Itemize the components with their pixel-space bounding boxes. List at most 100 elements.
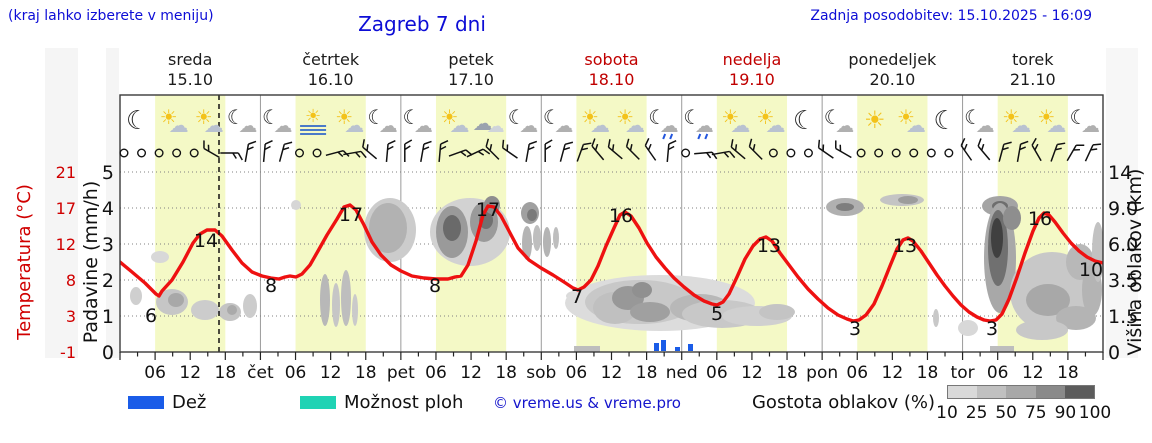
- svg-text:☁: ☁: [273, 115, 292, 137]
- cloud-height-tick: 3.5: [1108, 270, 1138, 292]
- svg-text:☀: ☀: [1002, 105, 1020, 129]
- x-axis-label: 06: [425, 363, 447, 383]
- svg-text:☁: ☁: [204, 113, 224, 137]
- density-scale-segment: [1064, 386, 1095, 398]
- weather-icon-sun-cloud: ☀☁: [1037, 105, 1066, 137]
- cloud-density-layer: [130, 194, 1103, 352]
- x-axis-label: pon: [806, 363, 838, 383]
- temperature-tick: 21: [56, 163, 76, 182]
- cloud-blob: [227, 305, 237, 315]
- margin-strip: [106, 48, 119, 358]
- weather-icon-fog-sun: ☀: [300, 106, 327, 135]
- svg-text:☾: ☾: [508, 105, 526, 129]
- cloud-blob: [630, 302, 670, 322]
- cloud-blob: [553, 227, 559, 249]
- wind-barb-icon: [730, 139, 746, 160]
- cloud-height-tick: 1.5: [1108, 306, 1138, 328]
- svg-text:☀: ☀: [441, 105, 459, 129]
- precip-axis-ticks: 5 4 3 2 1 0: [102, 162, 114, 364]
- wind-barb-icon: [625, 138, 640, 160]
- x-axis-label: 18: [1057, 363, 1079, 383]
- temperature-tick: -1: [60, 343, 76, 362]
- wind-barb-icon: [835, 140, 852, 159]
- temperature-label: 8: [265, 275, 277, 297]
- weather-icon-sun-cloud: ☀☁: [335, 105, 364, 137]
- wind-calm-icon: [189, 148, 199, 158]
- day-header-sreda: sreda 15.10: [120, 50, 260, 90]
- wind-barb-icon: [362, 139, 378, 160]
- day-name: četrtek: [302, 50, 360, 69]
- weather-icon-moon-cloud: ☾☁: [824, 105, 854, 137]
- credit-link[interactable]: © vreme.us & vreme.pro: [493, 394, 681, 412]
- x-axis-label: 06: [846, 363, 868, 383]
- cloud-blob: [836, 203, 854, 211]
- x-axis-label: 18: [776, 363, 798, 383]
- svg-text:☁: ☁: [473, 111, 493, 135]
- day-date: 19.10: [729, 70, 775, 89]
- temperature-tick: 17: [56, 199, 76, 218]
- cloud-blob: [1026, 284, 1070, 316]
- x-axis-label: 12: [1022, 363, 1044, 383]
- wind-barb-icon: [998, 141, 1012, 162]
- svg-text:☀: ☀: [897, 105, 915, 129]
- x-axis-label: 12: [320, 363, 342, 383]
- cloud-blob: [332, 283, 340, 327]
- cloud-blob: [522, 226, 532, 260]
- wind-barb-icon: [559, 141, 574, 162]
- weather-icon-moon-cloud: ☾☁: [508, 105, 538, 137]
- precip-tick: 4: [102, 198, 114, 220]
- wind-barb-icon: [607, 139, 623, 160]
- svg-text:☾: ☾: [1069, 105, 1087, 129]
- temperature-label: 3: [986, 318, 998, 340]
- cloud-blob: [243, 294, 257, 318]
- location-hint: (kraj lahko izberete v meniju): [8, 8, 214, 24]
- day-name: sreda: [168, 50, 213, 69]
- svg-text:☁: ☁: [414, 115, 433, 137]
- x-axis-label: 18: [917, 363, 939, 383]
- wind-barb-icon: [694, 151, 718, 160]
- rain-bar: [675, 347, 680, 351]
- weather-icon-sun-cloud: ☀☁: [1002, 105, 1031, 137]
- wind-calm-icon: [172, 148, 182, 158]
- wind-barb-icon: [466, 148, 491, 158]
- cloud-blob: [191, 300, 219, 320]
- svg-text:☀: ☀: [305, 106, 321, 127]
- weather-icon-sun-cloud: ☀☁: [757, 105, 786, 137]
- wind-calm-icon: [154, 148, 164, 158]
- wind-calm-icon: [803, 148, 813, 158]
- cloud-blob: [958, 320, 978, 336]
- wind-calm-icon: [119, 148, 129, 158]
- weather-icon-sun: ☀: [864, 106, 886, 134]
- weather-icon-moon-cloud: ☾☁: [367, 105, 397, 137]
- precip-tick: 5: [102, 162, 114, 184]
- x-axis-label: 12: [601, 363, 623, 383]
- cloud-blob: [759, 304, 795, 320]
- svg-text:☾: ☾: [648, 105, 666, 129]
- precip-axis-title: Padavine (mm/h): [80, 181, 102, 344]
- day-header-četrtek: četrtek 16.10: [261, 50, 401, 90]
- temperature-labels: 6 14 8 17 8 17 7 16 5 13 3 13 3 16 10: [145, 199, 1103, 340]
- cloud-base-bar: [574, 346, 600, 352]
- precip-tick: 3: [102, 234, 114, 256]
- weather-icon-moon: ☾: [793, 106, 816, 136]
- density-tick-label: 50: [995, 403, 1017, 423]
- weather-icons-row: ☾ ☀☁ ☀☁ ☾☁ ☾☁ ☀ ☀☁ ☾☁ ☾☁ ☀☁ ☁☁ ☾☁ ☾☁ ☀☁ ☀☁ ☾☁ ☾☁ ☀☁ ☀☁ ☾ ☾☁ ☀…: [126, 105, 1100, 140]
- svg-text:☁: ☁: [554, 115, 573, 137]
- svg-text:☁: ☁: [765, 113, 785, 137]
- wind-barb-icon: [420, 140, 432, 162]
- wind-barb-icon: [262, 139, 273, 163]
- temperature-label: 7: [571, 286, 583, 308]
- x-axis-label: ned: [666, 363, 698, 383]
- wind-calm-icon: [786, 148, 796, 158]
- density-tick-label: 10: [936, 403, 958, 423]
- wind-barb-icon: [1016, 140, 1029, 162]
- cloud-blob: [527, 209, 537, 221]
- day-name: sobota: [584, 50, 639, 69]
- day-date: 20.10: [869, 70, 916, 89]
- temperature-axis-ticks: 21 17 12 8 3 -1: [56, 163, 76, 362]
- wind-barb-icon: [544, 139, 553, 162]
- x-axis-label: tor: [951, 363, 975, 383]
- cloud-blob: [533, 225, 541, 251]
- temperature-label: 5: [711, 303, 723, 325]
